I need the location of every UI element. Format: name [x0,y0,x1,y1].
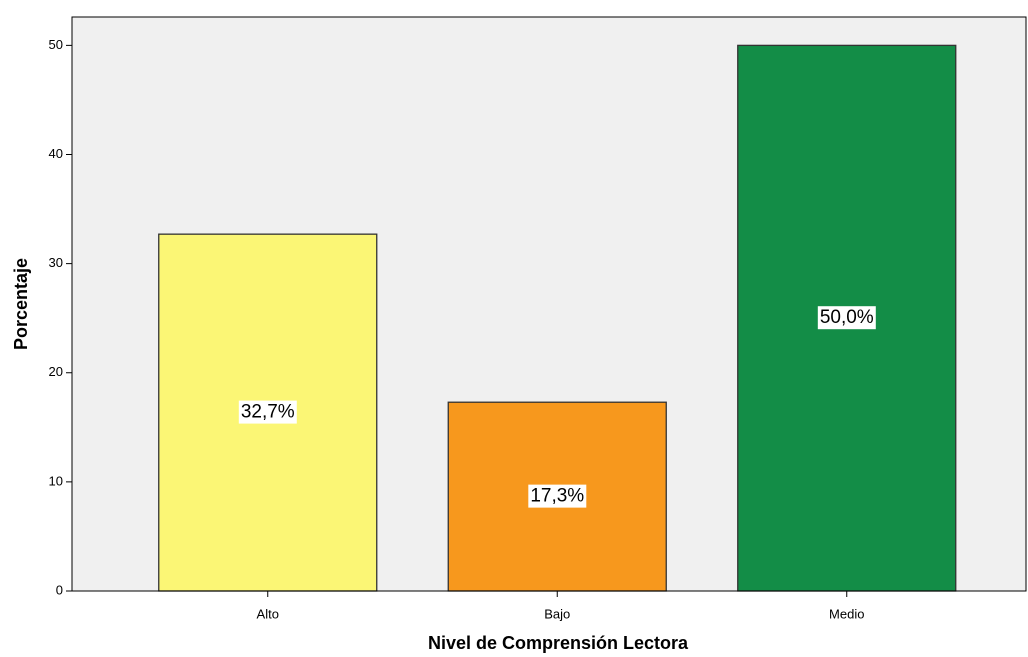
x-tick-label: Medio [829,606,864,621]
y-tick-label: 10 [49,473,63,488]
value-label: 32,7% [241,402,295,423]
y-tick-label: 0 [56,582,63,597]
x-tick-label: Bajo [544,606,570,621]
y-tick-label: 40 [49,146,63,161]
y-tick-label: 30 [49,255,63,270]
value-label-box [817,306,876,330]
value-label: 17,3% [530,486,584,507]
y-tick-label: 50 [49,37,63,52]
y-tick-label: 20 [49,364,63,379]
y-axis-title: Porcentaje [11,258,31,350]
value-label-box [528,484,587,508]
value-label: 50,0% [820,307,874,328]
x-axis-title: Nivel de Comprensión Lectora [428,633,689,653]
x-tick-label: Alto [257,606,279,621]
value-label-box [238,400,297,424]
